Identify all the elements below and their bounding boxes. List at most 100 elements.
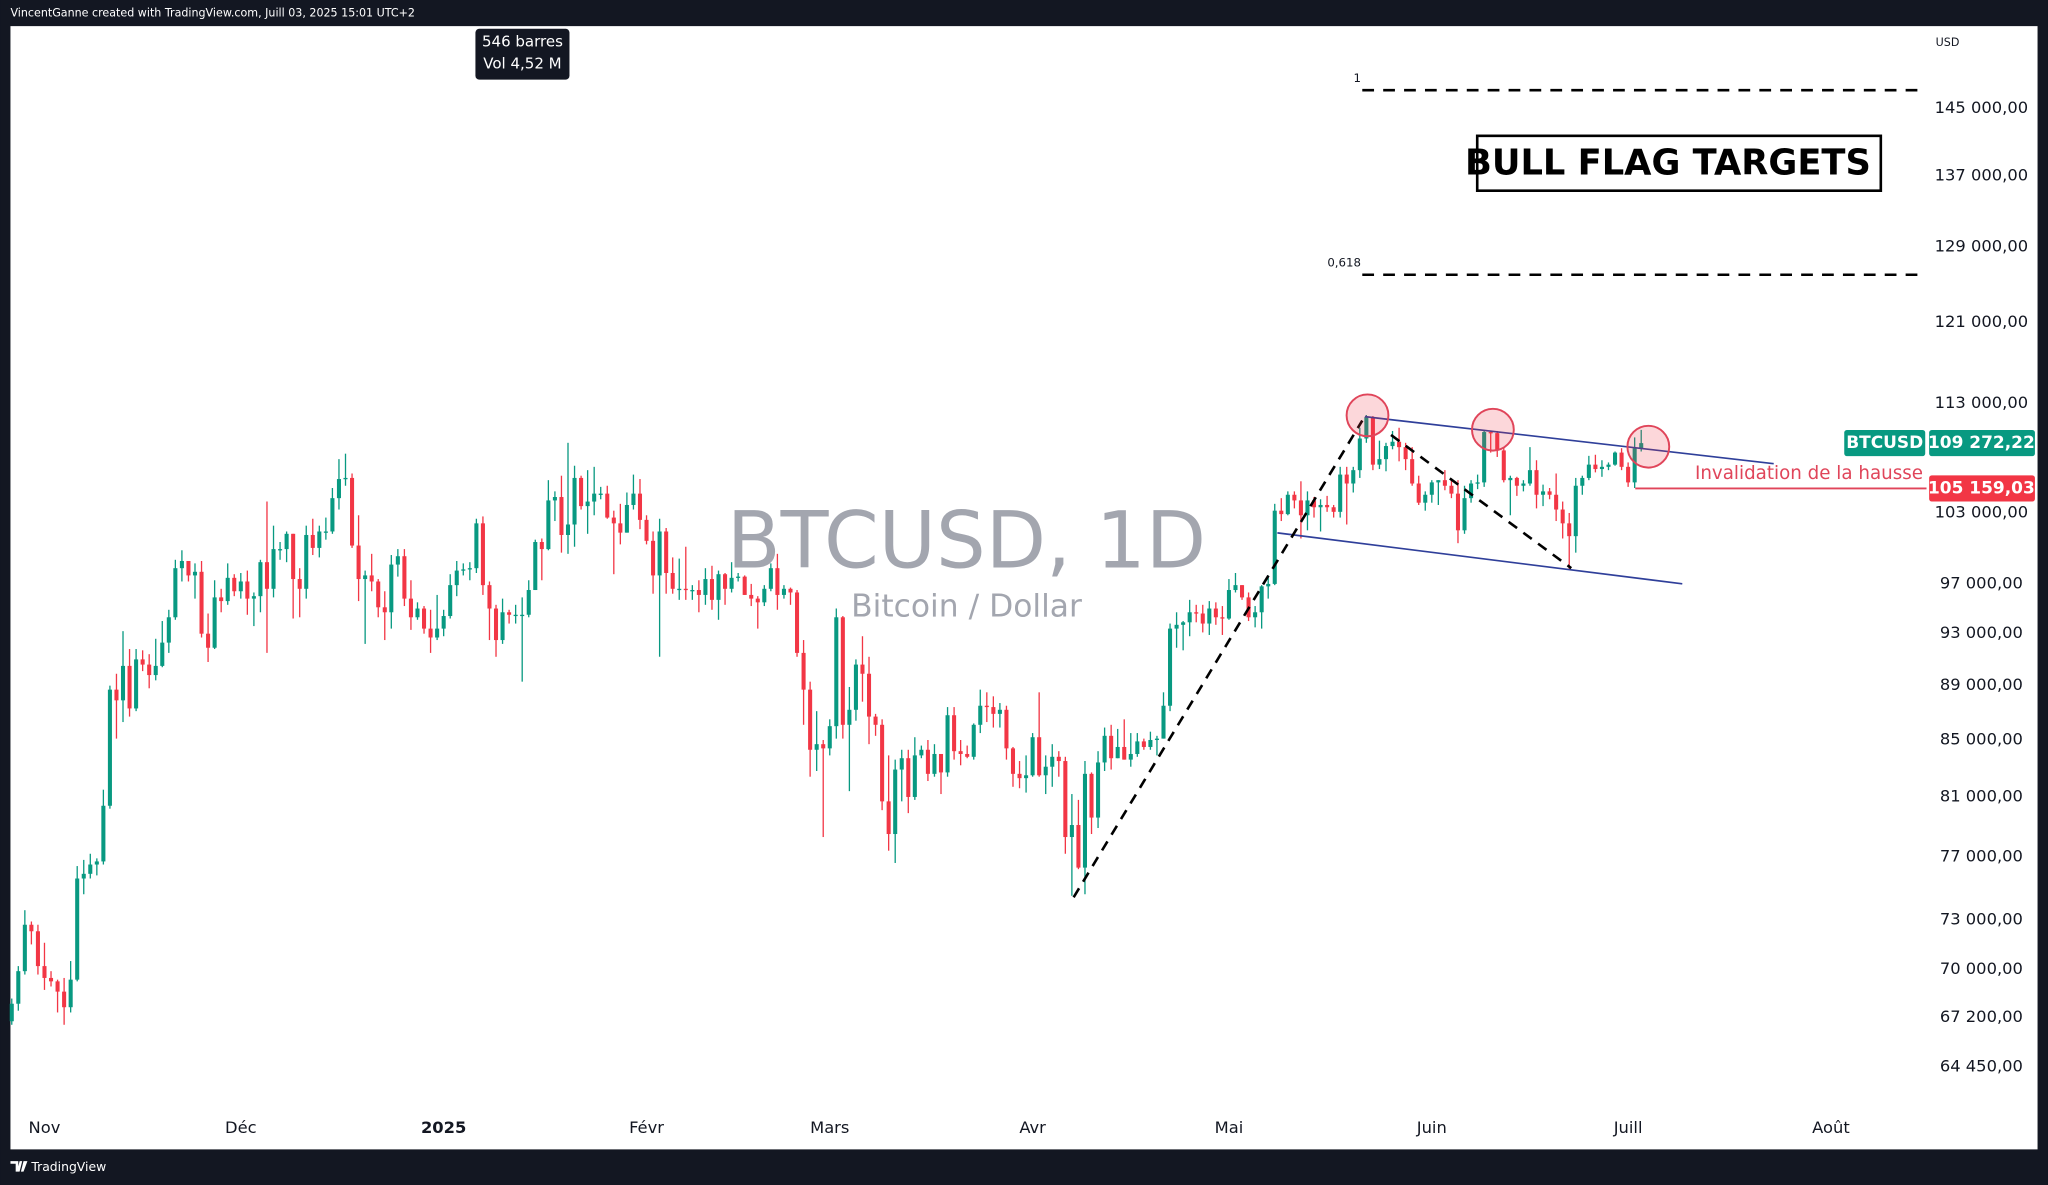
candle-body bbox=[1613, 452, 1618, 465]
fib-label: 1 bbox=[1353, 71, 1360, 85]
candle-body bbox=[1050, 756, 1055, 767]
x-tick-label: Août bbox=[1812, 1118, 1850, 1137]
candle-body bbox=[448, 585, 453, 617]
candle-body bbox=[402, 556, 407, 599]
candle-body bbox=[1194, 612, 1199, 614]
candle-body bbox=[1469, 483, 1474, 499]
candle-body bbox=[1181, 622, 1186, 625]
candle-body bbox=[1187, 612, 1192, 623]
candle-body bbox=[1593, 464, 1598, 470]
touch-circle bbox=[1471, 407, 1515, 452]
candle-body bbox=[1325, 504, 1330, 508]
candle-body bbox=[206, 633, 211, 648]
candle-body bbox=[68, 979, 73, 1008]
candle-body bbox=[1253, 612, 1258, 618]
candle-body bbox=[873, 716, 878, 725]
candle-body bbox=[1200, 613, 1205, 624]
candle-body bbox=[127, 665, 132, 709]
candle-body bbox=[1272, 510, 1277, 584]
candle-body bbox=[1298, 500, 1303, 516]
candle-body bbox=[1455, 493, 1461, 531]
candle-body bbox=[1626, 466, 1631, 483]
invalidation-price: 105 159,03 bbox=[1928, 478, 2035, 498]
candle-body bbox=[389, 564, 394, 613]
x-tick-label: Mars bbox=[810, 1118, 849, 1137]
candle-body bbox=[598, 493, 603, 495]
candle-body bbox=[1383, 446, 1389, 460]
y-tick-label: 85 000,00 bbox=[1940, 729, 2023, 748]
candle-body bbox=[166, 617, 171, 643]
candle-body bbox=[251, 596, 256, 599]
candle-body bbox=[1390, 441, 1395, 447]
y-tick-label: 64 450,00 bbox=[1940, 1057, 2023, 1076]
candle-body bbox=[716, 574, 721, 600]
candle-body bbox=[81, 873, 86, 879]
candle-body bbox=[179, 560, 184, 569]
candle-body bbox=[919, 749, 924, 756]
candle-body bbox=[592, 493, 597, 502]
x-tick-label: Nov bbox=[29, 1118, 61, 1137]
y-tick-label: 67 200,00 bbox=[1940, 1007, 2023, 1026]
tooltip bbox=[475, 28, 570, 80]
invalidation-price-box bbox=[1929, 475, 2035, 502]
candle-body bbox=[1567, 523, 1572, 537]
candle-body bbox=[912, 755, 917, 797]
y-tick-label: 103 000,00 bbox=[1935, 502, 2028, 521]
candle-body bbox=[611, 517, 616, 524]
title-box bbox=[1475, 134, 1883, 192]
candle-body bbox=[1364, 417, 1369, 439]
flag-lower-line bbox=[1277, 532, 1683, 585]
candle-body bbox=[579, 477, 584, 507]
candle-body bbox=[709, 579, 714, 600]
candle-body bbox=[1161, 705, 1166, 739]
candle-body bbox=[1632, 448, 1637, 483]
candle-body bbox=[1305, 500, 1310, 516]
candle-body bbox=[140, 659, 145, 665]
y-tick-label: 77 000,00 bbox=[1940, 846, 2023, 865]
y-tick-label: 97 000,00 bbox=[1940, 573, 2023, 592]
y-tick-label: 113 000,00 bbox=[1935, 393, 2028, 412]
candle-body bbox=[827, 726, 832, 749]
drawings bbox=[1072, 393, 1774, 898]
candle-body bbox=[1599, 466, 1604, 470]
candle-body bbox=[886, 801, 891, 835]
candle-body bbox=[624, 504, 629, 533]
candle-body bbox=[356, 545, 361, 580]
candle-body bbox=[114, 689, 119, 701]
candle-body bbox=[1076, 825, 1081, 868]
candle-body bbox=[212, 597, 217, 648]
candle-body bbox=[971, 724, 976, 757]
candle-body bbox=[749, 594, 754, 599]
candle-body bbox=[1259, 586, 1264, 613]
candle-body bbox=[199, 571, 204, 634]
candle-body bbox=[1115, 746, 1120, 759]
candle-body bbox=[1292, 494, 1297, 501]
candle-body bbox=[1089, 773, 1094, 818]
candle-body bbox=[1122, 746, 1127, 760]
candle-body bbox=[1004, 709, 1009, 749]
candle-body bbox=[1082, 773, 1088, 868]
candle-body bbox=[952, 715, 957, 752]
candle-body bbox=[795, 592, 800, 653]
candle-body bbox=[304, 534, 309, 589]
candle-body bbox=[1423, 494, 1428, 503]
candle-body bbox=[572, 477, 577, 525]
candle-body bbox=[454, 570, 459, 586]
candle-body bbox=[238, 581, 243, 592]
candle-body bbox=[742, 576, 747, 595]
candle-body bbox=[526, 590, 531, 615]
candle-body bbox=[965, 753, 970, 757]
candle-body bbox=[1233, 585, 1238, 591]
candle-body bbox=[788, 588, 793, 593]
candle-body bbox=[225, 577, 230, 602]
candle-body bbox=[893, 769, 898, 835]
flag-upper-line bbox=[1364, 415, 1774, 465]
candle-body bbox=[415, 608, 420, 618]
candle-body bbox=[637, 493, 643, 520]
candle-body bbox=[1226, 590, 1231, 619]
candle-body bbox=[22, 924, 27, 972]
candle-body bbox=[1488, 432, 1493, 434]
watermark-subtitle: Bitcoin / Dollar bbox=[851, 588, 1082, 624]
y-tick-label: 81 000,00 bbox=[1940, 786, 2023, 805]
